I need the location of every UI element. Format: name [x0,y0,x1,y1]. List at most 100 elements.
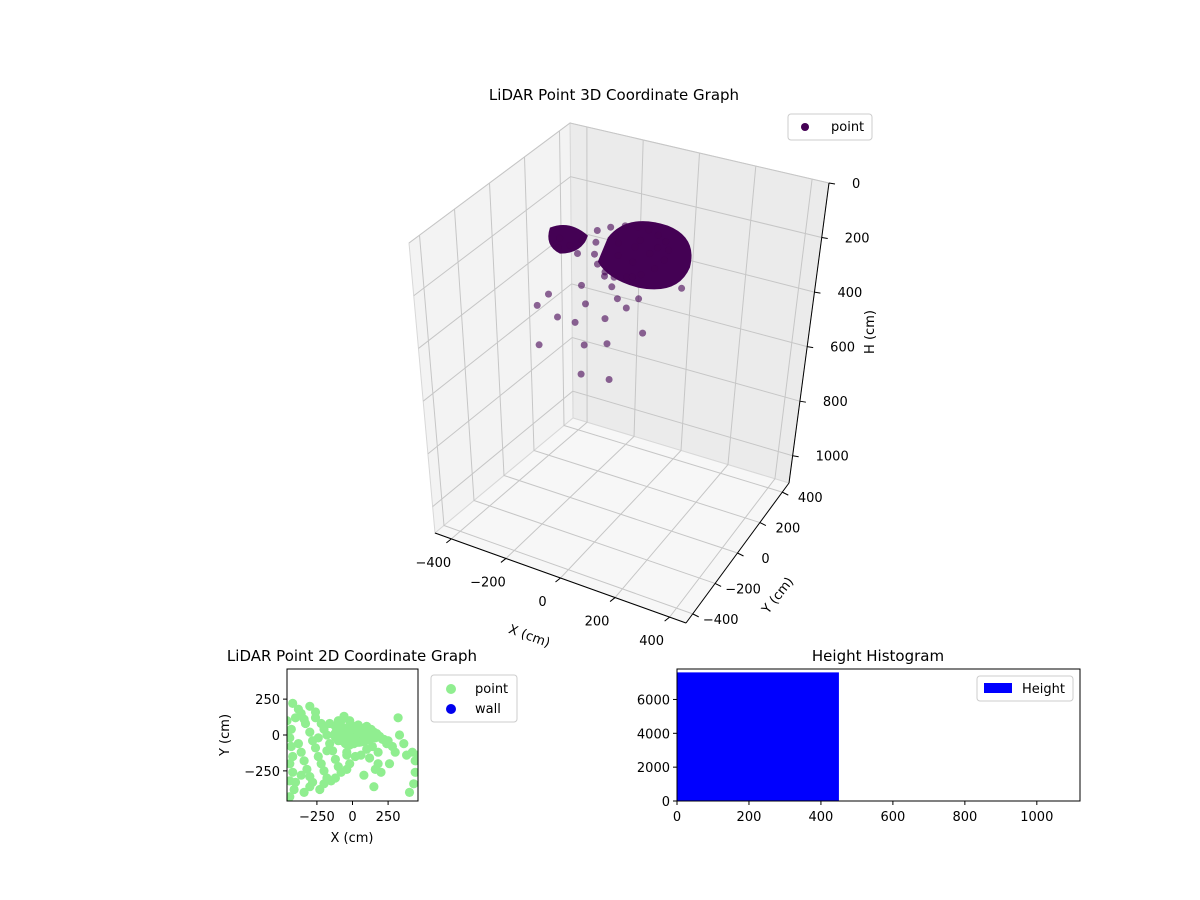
grid-z-line [422,283,808,402]
point-3d [601,315,609,323]
legend-2d: point wall [430,674,518,723]
tick-x-label: 0 [538,595,546,610]
point-2d [315,784,325,795]
tick-x-label-hist: 800 [952,810,977,825]
point-2d [362,744,372,754]
point-3d [628,273,636,281]
legend-2d-wall-label: wall [475,702,501,717]
chart-2d-title: LiDAR Point 2D Coordinate Graph [227,647,477,665]
tick-z-mark [799,400,806,403]
point-2d [399,739,409,749]
tick-y-label: 400 [798,491,823,506]
axes-hist: 0 200 400 600 800 1000 0 2000 4000 6000 [637,693,1053,825]
point-2d [373,747,383,757]
point-2d [322,746,332,756]
point-2d [287,759,295,769]
point-2d [394,730,405,740]
point-2d [413,750,418,760]
point-3d [582,300,589,308]
legend-3d-point-label: point [831,120,864,135]
point-3d [612,231,619,239]
point-3d [578,236,586,244]
point-3d [635,295,643,303]
point-2d [343,731,353,742]
point-3d [654,244,662,252]
point-2d [299,756,309,766]
legend-3d: point [787,113,873,141]
point-3d [678,284,686,292]
point-3d [535,341,543,349]
chart-hist-title: Height Histogram [812,647,944,665]
tick-x-label-2d: 250 [376,810,401,825]
point-2d [326,776,336,786]
point-2d [330,754,340,765]
grid-y-line [454,209,716,584]
tick-x-label-2d: −250 [299,810,335,825]
legend-2d-wall-swatch [446,704,456,714]
point-2d [369,782,379,792]
chart-3d: LiDAR Point 3D Coordinate Graph 0 200 400 6… [408,86,878,651]
tick-z-label: 1000 [816,450,849,465]
point-3d [631,243,639,251]
point-3d [554,313,561,321]
grid-z-line [413,176,822,297]
point-2d [313,751,323,762]
xlabel-2d: X (cm) [331,831,374,846]
tick-y-label: 200 [775,522,800,537]
point-2d [299,787,309,798]
tick-z-label: 800 [823,395,848,410]
point-2d [404,787,415,798]
tick-z-mark [814,291,821,294]
point-2d [390,747,400,757]
legend-hist-label: Height [1022,682,1065,697]
ylabel-3d: Y (cm) [759,575,797,618]
axis-x-line [434,532,687,624]
point-3d [662,238,670,246]
point-2d [287,727,292,737]
point-2d [305,727,315,737]
point-3d [622,304,630,312]
point-3d [601,272,608,280]
point-2d [313,733,323,743]
hist-bar [677,672,839,801]
tick-y-mark [782,491,789,496]
tick-x-label-hist: 200 [737,810,762,825]
point-2d [359,770,369,780]
point-3d [613,295,621,303]
legend-2d-point-swatch [446,684,456,694]
point-2d [305,782,315,792]
tick-x-mark [664,616,670,622]
tick-z-label: 400 [837,286,862,301]
bars-hist [677,672,839,801]
point-3d [610,273,618,281]
legend-hist: Height [976,675,1074,702]
point-3d [591,250,598,258]
tick-z-mark [792,455,799,458]
point-3d [654,231,662,239]
point-2d [325,739,335,749]
tick-x-mark [446,538,452,544]
tick-y-label-2d: 250 [255,693,280,708]
point-2d [290,777,301,787]
point-3d [614,252,622,259]
point-2d [296,747,306,757]
grid-y-line [489,182,738,554]
point-2d [350,751,360,762]
axes-3d: 02004006008001000−400−20002004004002000−… [416,177,870,649]
point-3d [621,222,629,230]
point-3d [651,265,659,273]
tick-y-label-2d: −250 [244,765,280,780]
grid-x-line [669,179,813,618]
tick-y-mark [759,522,767,527]
point-2d [289,784,299,795]
tick-y-label-2d: 0 [272,729,280,744]
chart-3d-title: LiDAR Point 3D Coordinate Graph [489,86,739,104]
point-2d [384,759,395,769]
tick-y-label: −200 [725,582,761,597]
tick-y-label-hist: 2000 [637,761,670,776]
tick-y-mark [737,552,744,557]
point-3d [580,341,588,349]
point-3d [607,223,615,231]
grid-x-line [451,126,588,540]
tick-x-mark [500,558,507,563]
